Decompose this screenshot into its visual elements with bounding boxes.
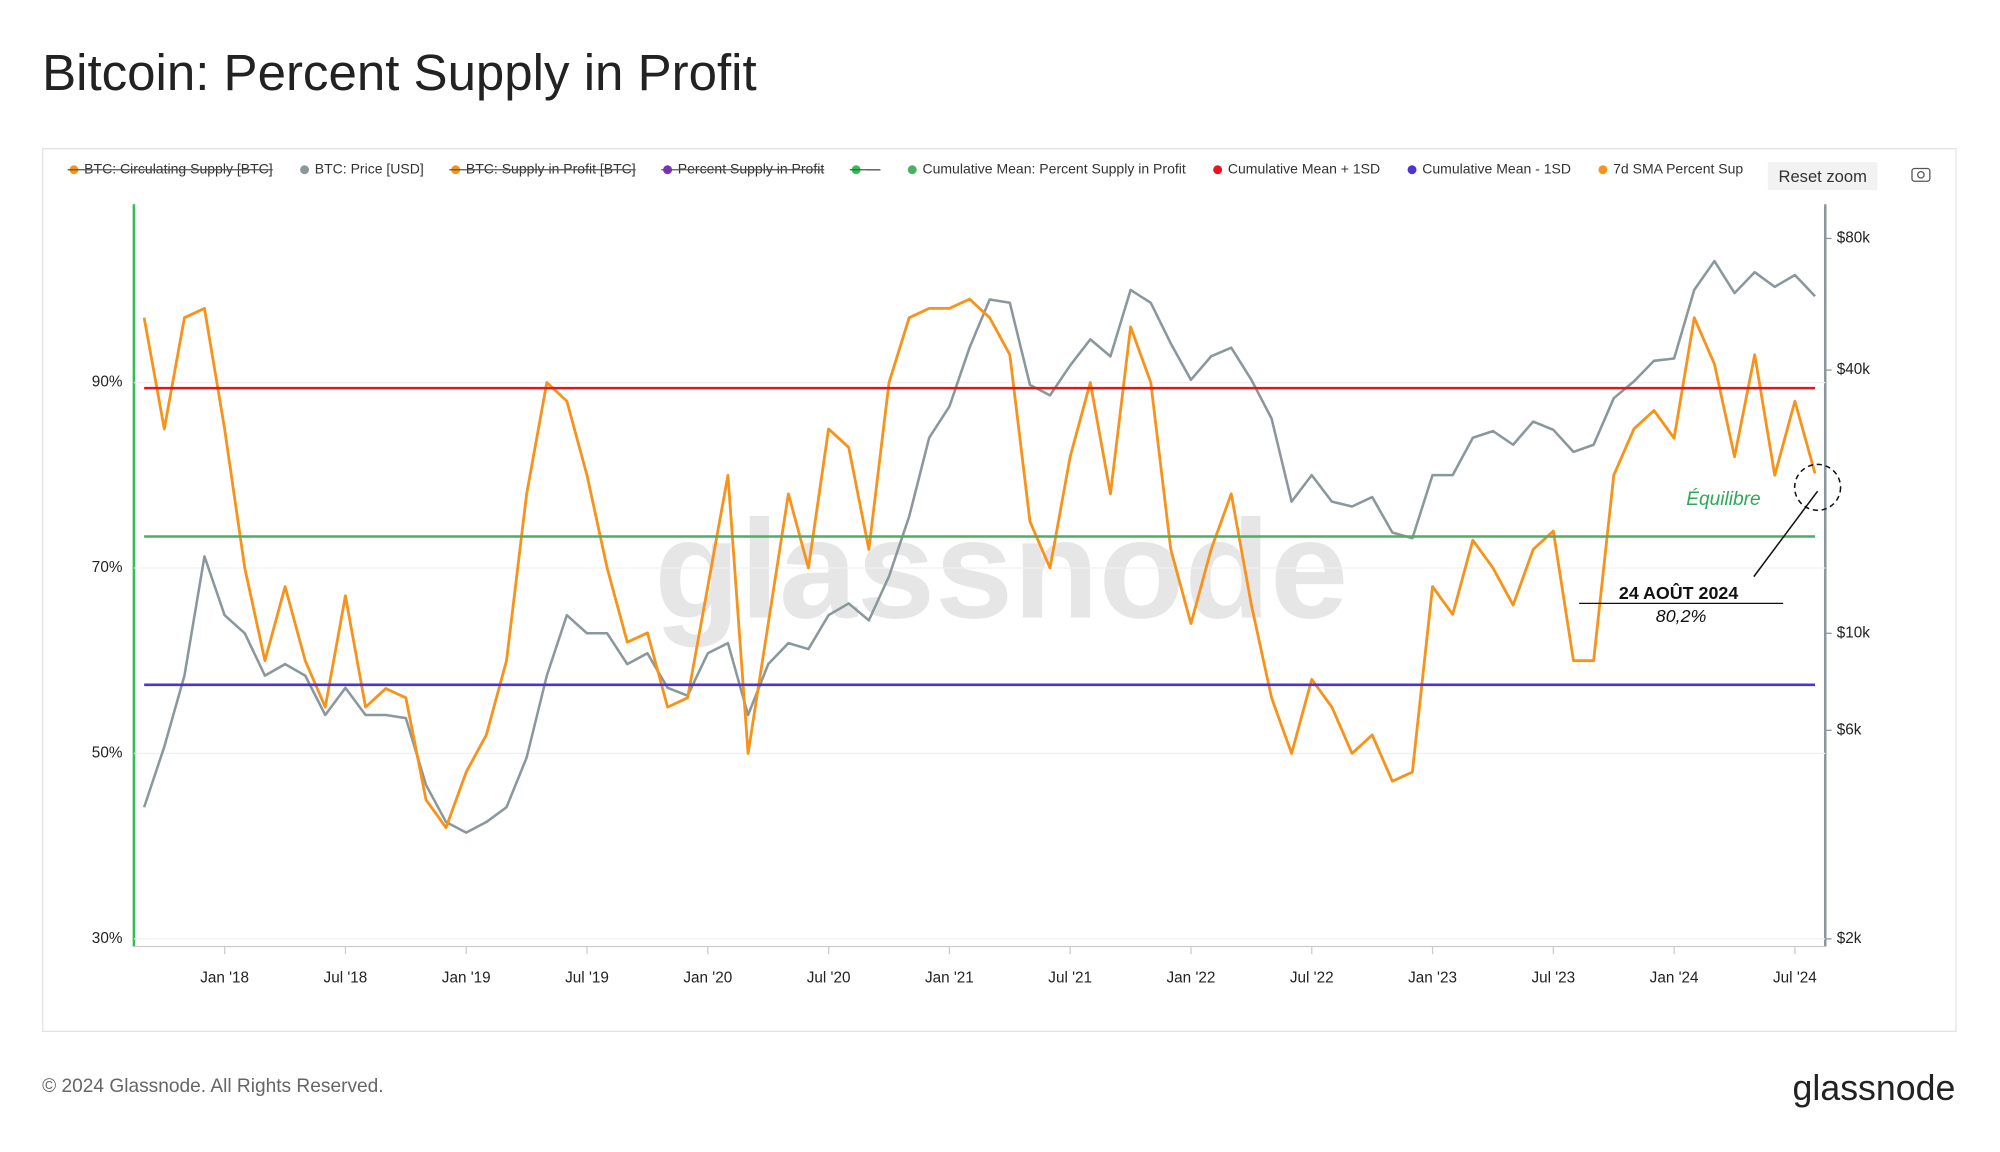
- x-tick-label: Jan '21: [925, 969, 974, 986]
- logo: glassnode: [1793, 1068, 1956, 1108]
- legend-label: BTC: Price [USD]: [315, 160, 424, 176]
- annotation: Équilibre: [1686, 489, 1760, 510]
- plot: 30% 50% 70% 90% $2k $6k $10k $40k $80k Jan '18 Jul…: [92, 204, 1870, 986]
- legend-label: —: [866, 160, 881, 176]
- legend-swatch: [1598, 165, 1608, 175]
- annotation: 24 AOÛT 2024: [1619, 582, 1738, 603]
- x-tick-label: Jan '24: [1650, 969, 1699, 986]
- legend-label: BTC: Circulating Supply [BTC]: [84, 160, 272, 176]
- y2-tick-label: $2k: [1837, 930, 1862, 947]
- x-tick-label: Jan '23: [1408, 969, 1457, 986]
- legend-label: Percent Supply in Profit: [678, 160, 825, 176]
- y-tick-label: 50%: [92, 744, 123, 761]
- x-tick-label: Jul '19: [565, 969, 609, 986]
- y2-tick-label: $80k: [1837, 230, 1871, 247]
- footer: © 2024 Glassnode. All Rights Reserved.: [42, 1076, 384, 1097]
- y-tick-label: 90%: [92, 374, 123, 391]
- price-line: [142, 259, 1816, 834]
- legend-label: Cumulative Mean: Percent Supply in Profi…: [922, 160, 1185, 176]
- x-tick-label: Jan '19: [442, 969, 491, 986]
- legend-label: Cumulative Mean + 1SD: [1228, 160, 1380, 176]
- chart-title: Bitcoin: Percent Supply in Profit: [42, 44, 757, 101]
- y2-tick-label: $6k: [1837, 721, 1862, 738]
- y-tick-label: 30%: [92, 930, 123, 947]
- sma-line: [142, 297, 1817, 830]
- legend-swatch: [1213, 165, 1223, 175]
- legend-label: 7d SMA Percent Sup: [1613, 160, 1743, 176]
- x-tick-label: Jan '18: [200, 969, 249, 986]
- x-tick-label: Jan '20: [683, 969, 732, 986]
- annotation-pointer: [1753, 490, 1819, 578]
- reset-zoom-button[interactable]: [1767, 162, 1878, 191]
- y2-tick-label: $40k: [1837, 361, 1871, 378]
- x-tick-label: Jul '20: [807, 969, 851, 986]
- y2-tick-label: $10k: [1837, 624, 1871, 641]
- x-tick-label: Jan '22: [1167, 969, 1216, 986]
- camera-icon[interactable]: [1911, 167, 1931, 182]
- legend-swatch: [1407, 165, 1417, 175]
- legend-label: Cumulative Mean - 1SD: [1422, 160, 1571, 176]
- chart-frame: [42, 148, 1957, 1032]
- legend-swatch: [907, 165, 917, 175]
- x-tick-label: Jul '18: [324, 969, 368, 986]
- reset-zoom-label[interactable]: Reset zoom: [1778, 167, 1866, 186]
- annotation-circle: [1793, 463, 1842, 512]
- x-tick-label: Jul '21: [1048, 969, 1092, 986]
- y-tick-label: 70%: [92, 559, 123, 576]
- x-tick-label: Jul '22: [1290, 969, 1334, 986]
- annotation: 80,2%: [1656, 606, 1707, 626]
- legend-label: BTC: Supply in Profit [BTC]: [466, 160, 636, 176]
- legend: BTC: Circulating Supply [BTC] BTC: Price …: [67, 160, 1743, 176]
- legend-swatch: [300, 165, 310, 175]
- x-tick-label: Jul '23: [1531, 969, 1575, 986]
- x-tick-label: Jul '24: [1773, 969, 1817, 986]
